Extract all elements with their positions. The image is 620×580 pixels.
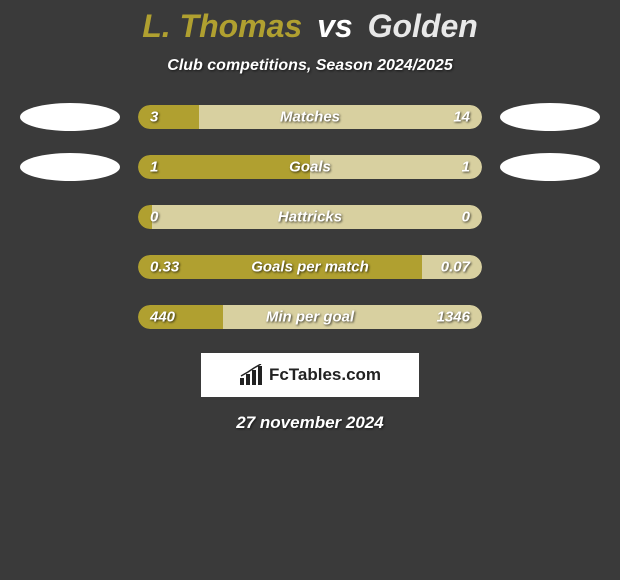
stat-row: 1 Goals 1 [0,153,620,181]
stat-bar: 3 Matches 14 [138,105,482,129]
bar-right-fill [310,155,482,179]
stat-row: 0.33 Goals per match 0.07 [0,253,620,281]
bar-right-fill [199,105,482,129]
stat-right-value: 1 [462,159,470,176]
player2-headshot-placeholder [500,153,600,181]
stat-right-value: 0 [462,209,470,226]
player2-headshot-placeholder [500,103,600,131]
stat-name: Goals [289,159,331,176]
title-vs: vs [317,8,353,44]
stat-row: 0 Hattricks 0 [0,203,620,231]
subtitle: Club competitions, Season 2024/2025 [0,57,620,75]
stat-name: Hattricks [278,209,342,226]
stat-left-value: 0.33 [150,259,179,276]
title-player2: Golden [368,8,478,44]
stats-rows: 3 Matches 14 1 Goals 1 0 Hattricks 0 0.33 Goals pe… [0,103,620,331]
logo-text: FcTables.com [269,365,381,385]
source-logo: FcTables.com [201,353,419,397]
date-label: 27 november 2024 [0,413,620,433]
player1-headshot-placeholder [20,153,120,181]
stat-name: Goals per match [251,259,369,276]
stat-name: Matches [280,109,340,126]
title-player1: L. Thomas [142,8,302,44]
stat-row: 440 Min per goal 1346 [0,303,620,331]
bar-left-fill [138,155,310,179]
stat-left-value: 1 [150,159,158,176]
stat-left-value: 440 [150,309,175,326]
stat-row: 3 Matches 14 [0,103,620,131]
stat-right-value: 1346 [437,309,470,326]
stat-left-value: 3 [150,109,158,126]
bar-left-fill [138,105,199,129]
page-title: L. Thomas vs Golden [0,8,620,45]
stat-left-value: 0 [150,209,158,226]
stat-bar: 1 Goals 1 [138,155,482,179]
stat-right-value: 14 [453,109,470,126]
chart-icon [239,364,263,386]
stat-name: Min per goal [266,309,354,326]
infographic-container: L. Thomas vs Golden Club competitions, S… [0,0,620,433]
stat-right-value: 0.07 [441,259,470,276]
stat-bar: 0.33 Goals per match 0.07 [138,255,482,279]
stat-bar: 0 Hattricks 0 [138,205,482,229]
stat-bar: 440 Min per goal 1346 [138,305,482,329]
player1-headshot-placeholder [20,103,120,131]
